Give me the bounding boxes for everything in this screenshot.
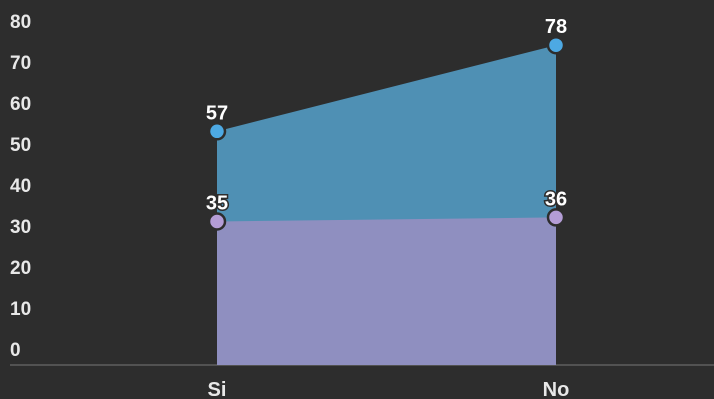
point (207, 122, 227, 141)
y-tick-label: 10 (10, 299, 31, 320)
value-label: 36 (545, 188, 567, 210)
y-tick-label: 50 (10, 135, 31, 156)
value-label: 78 (545, 16, 567, 38)
area (217, 217, 556, 365)
point (546, 35, 566, 55)
value-label: 35 (206, 193, 228, 215)
value-label: 57 (206, 102, 228, 124)
point (207, 212, 227, 231)
x-tick-label: Si (208, 379, 227, 399)
y-tick-label: 0 (10, 340, 21, 361)
y-tick-label: 20 (10, 258, 31, 279)
y-tick-label: 70 (10, 53, 31, 74)
point (546, 208, 566, 227)
y-tick-label: 80 (10, 12, 31, 33)
y-tick-label: 30 (10, 217, 31, 238)
y-tick-label: 40 (10, 176, 31, 197)
x-tick-label: No (543, 379, 570, 399)
y-tick-label: 60 (10, 94, 31, 115)
